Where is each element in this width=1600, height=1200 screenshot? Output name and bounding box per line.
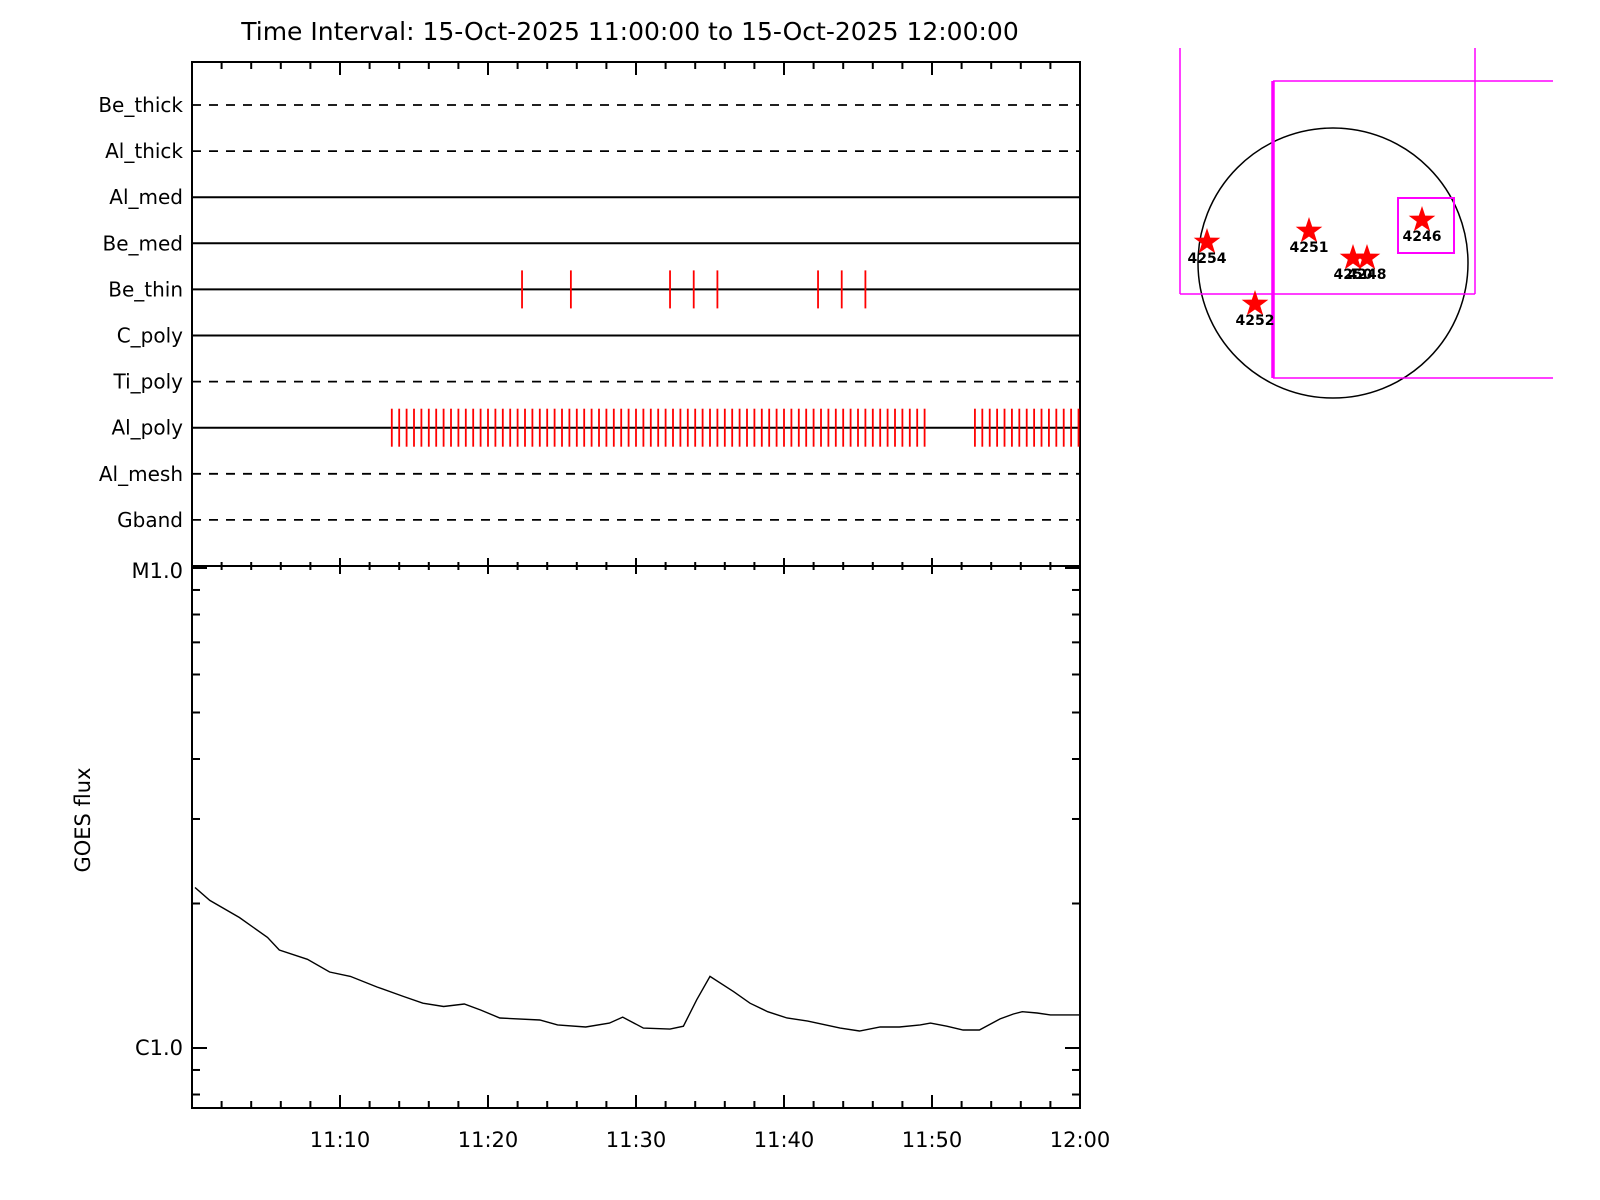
fov-box-4246 [1397,197,1455,254]
active-region-star-4252 [1241,290,1269,316]
goes-flux-panel: M1.0 C1.0 GOES flux 11:10 11:20 11:30 11:40… [71,559,1110,1152]
filter-row-label-C_poly: C_poly [117,324,183,348]
active-region-label-4251: 4251 [1290,240,1329,256]
goes-flux-curve [194,886,1080,1032]
active-region-label-4254: 4254 [1188,251,1227,267]
filter-row-label-Ti_poly: Ti_poly [113,370,184,394]
filter-timeline-panel: Be_thick Al_thick Al_med Be_med Be_thin C_pol… [98,61,1081,574]
filter-row-label-Be_thick: Be_thick [98,93,183,117]
time-tick-label: 11:30 [606,1128,667,1152]
time-tick-label: 11:50 [902,1128,963,1152]
filter-panel-border [191,61,1081,567]
active-region-star-4254 [1193,228,1221,254]
page-title: Time Interval: 15-Oct-2025 11:00:00 to 1… [240,17,1018,46]
active-region-star-4248 [1353,244,1381,270]
goes-top-axis-label: M1.0 [131,559,183,583]
goes-bottom-axis-label: C1.0 [135,1036,183,1060]
time-tick-label: 12:00 [1050,1128,1111,1152]
time-tick-label: 11:40 [754,1128,815,1152]
goes-y-axis-title: GOES flux [71,767,95,872]
active-region-label-4246: 4246 [1403,229,1442,245]
filter-row-label-Be_thin: Be_thin [108,277,183,301]
active-region-star-4251 [1295,217,1323,243]
time-tick-label: 11:10 [310,1128,371,1152]
filter-row-label-Al_thick: Al_thick [105,139,183,163]
active-region-label-4248: 4248 [1348,267,1387,283]
active-region-label-4250: 4250 [1334,267,1373,283]
active-region-label-4252: 4252 [1236,313,1275,329]
time-tick-label: 11:20 [458,1128,519,1152]
filter-row-label-Be_med: Be_med [102,231,183,255]
active-region-star-4246 [1408,206,1436,232]
filter-row-label-Al_med: Al_med [109,185,183,209]
active-region-star-4250 [1339,244,1367,270]
filter-row-label-Al_mesh: Al_mesh [99,462,183,486]
filter-row-label-Gband: Gband [117,508,183,532]
solar-limb-circle [1197,127,1469,399]
filter-row-label-Al_poly: Al_poly [111,416,183,440]
